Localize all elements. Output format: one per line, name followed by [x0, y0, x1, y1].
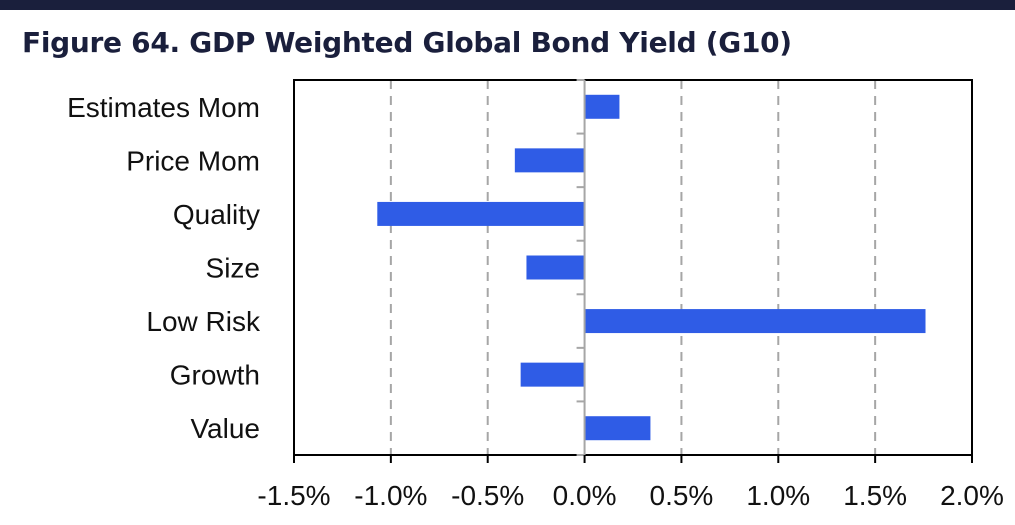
bar-price-mom	[514, 148, 585, 173]
category-label: Growth	[170, 360, 260, 391]
plot-frame	[293, 79, 973, 456]
category-label: Quality	[173, 199, 260, 230]
category-label: Low Risk	[146, 306, 261, 337]
x-tick-label: -0.5%	[451, 480, 524, 511]
gridlines	[389, 80, 877, 455]
x-tick-label: 0.0%	[553, 480, 617, 511]
axes	[293, 79, 973, 463]
x-tick-label: -1.0%	[354, 480, 427, 511]
category-label: Price Mom	[126, 145, 260, 176]
category-label: Estimates Mom	[67, 92, 260, 123]
bar-size	[526, 255, 585, 280]
x-tick-label: 0.5%	[650, 480, 714, 511]
bars	[377, 94, 926, 441]
bar-value	[584, 416, 651, 441]
bar-quality	[377, 201, 585, 226]
bar-low-risk	[584, 309, 926, 334]
bar-growth	[520, 362, 585, 387]
x-tick-label: 2.0%	[940, 480, 1004, 511]
x-tick-label: 1.0%	[746, 480, 810, 511]
category-label: Size	[206, 253, 260, 284]
header-rule	[0, 0, 1015, 10]
chart-title: Figure 64. GDP Weighted Global Bond Yiel…	[22, 26, 792, 59]
x-tick-label: 1.5%	[843, 480, 907, 511]
x-tick-label: -1.5%	[257, 480, 330, 511]
category-label: Value	[190, 413, 260, 444]
labels: Estimates Mom Price Mom Quality Size Low Ris…	[67, 92, 1004, 511]
bar-estimates-mom	[584, 94, 620, 119]
